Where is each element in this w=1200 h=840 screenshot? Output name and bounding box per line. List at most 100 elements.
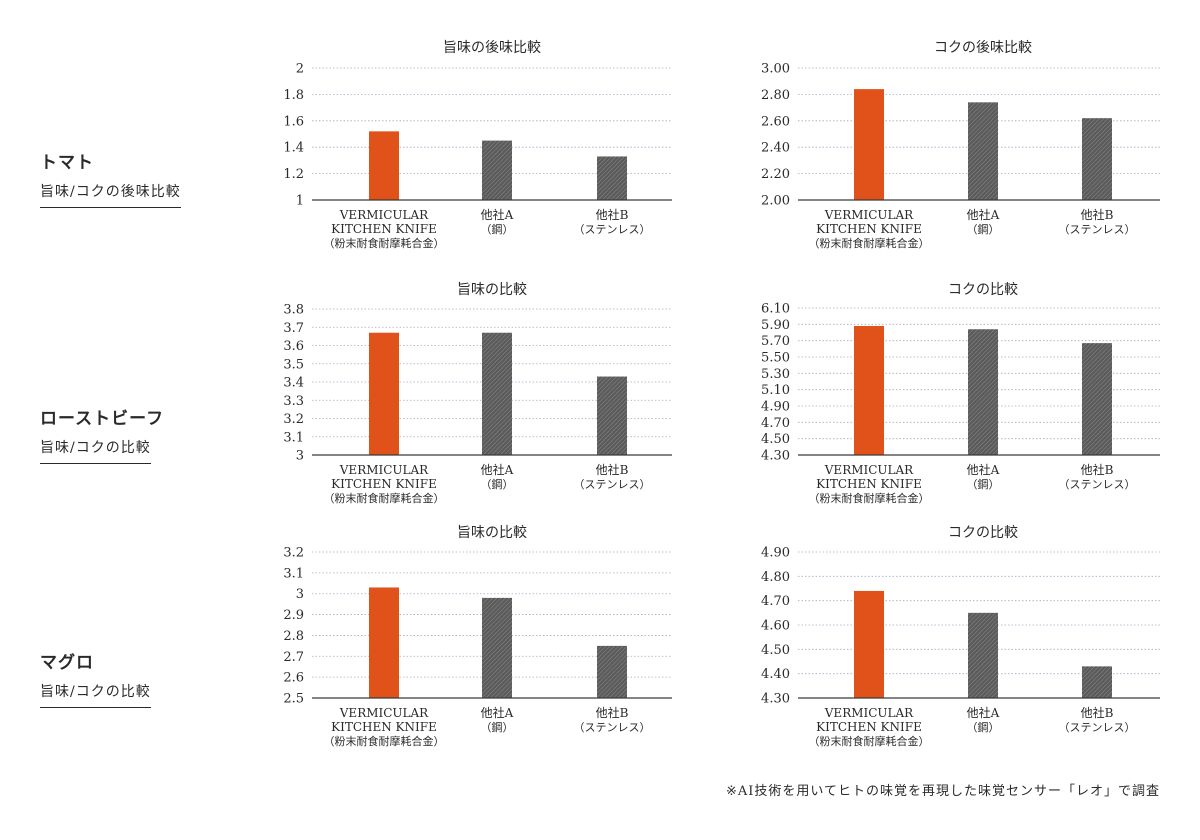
row-label-tomato: トマト 旨味/コクの後味比較 — [40, 148, 181, 208]
x-category-label: VERMICULAR — [339, 208, 429, 222]
bar-company-a — [482, 332, 512, 455]
y-tick-label: 3.00 — [761, 62, 790, 77]
footnote: ※AI技術を用いてヒトの味覚を再現した味覚センサー「レオ」で調査 — [725, 784, 1160, 799]
x-category-label: 他社B — [596, 705, 629, 720]
y-tick-label: 4.70 — [761, 594, 790, 609]
y-tick-label: 4.80 — [761, 570, 790, 585]
y-tick-label: 4.60 — [761, 619, 790, 634]
y-tick-label: 1.6 — [283, 114, 304, 129]
y-tick-label: 5.70 — [761, 334, 790, 349]
y-tick-label: 3.4 — [283, 376, 304, 391]
x-category-label: KITCHEN KNIFE — [331, 720, 437, 734]
x-category-label: （ステンレス） — [574, 223, 651, 236]
bar-company-b — [1082, 666, 1112, 698]
y-tick-label: 3.7 — [283, 321, 304, 336]
x-category-label: （粉末耐食耐摩耗合金） — [809, 236, 930, 250]
x-category-label: （鋼） — [967, 477, 1000, 491]
y-tick-label: 3.5 — [283, 357, 304, 372]
x-category-label: 他社A — [967, 705, 1000, 720]
x-category-label: VERMICULAR — [339, 706, 429, 720]
y-tick-label: 2.6 — [283, 671, 304, 686]
x-category-label: （ステンレス） — [574, 478, 651, 491]
row-subtitle: 旨味/コクの後味比較 — [40, 181, 181, 208]
y-tick-label: 2.40 — [761, 141, 790, 156]
bar-company-b — [597, 645, 627, 698]
bar-company-b — [1082, 118, 1112, 200]
y-tick-label: 4.70 — [761, 416, 790, 431]
bar-vermicular — [369, 131, 399, 200]
x-category-label: （ステンレス） — [574, 721, 651, 734]
y-tick-label: 4.50 — [761, 432, 790, 447]
x-category-label: 他社B — [596, 207, 629, 222]
x-category-label: VERMICULAR — [824, 208, 914, 222]
x-category-label: KITCHEN KNIFE — [331, 477, 437, 491]
y-tick-label: 4.30 — [761, 449, 790, 464]
x-category-label: KITCHEN KNIFE — [816, 477, 922, 491]
y-tick-label: 3.8 — [283, 303, 304, 318]
chart-title: 旨味の比較 — [457, 282, 527, 298]
bar-company-b — [597, 376, 627, 455]
bar-company-a — [482, 140, 512, 200]
row-subtitle: 旨味/コクの比較 — [40, 681, 151, 708]
y-tick-label: 2.20 — [761, 167, 790, 182]
x-category-label: （鋼） — [481, 720, 514, 734]
bar-company-a — [968, 329, 998, 455]
x-category-label: （鋼） — [967, 720, 1000, 734]
chart-title: コクの比較 — [948, 282, 1018, 298]
x-category-label: VERMICULAR — [824, 463, 914, 477]
x-category-label: VERMICULAR — [824, 706, 914, 720]
bar-vermicular — [854, 590, 884, 698]
row-subtitle: 旨味/コクの比較 — [40, 437, 151, 464]
y-tick-label: 3.1 — [283, 430, 304, 445]
y-tick-label: 2.80 — [761, 88, 790, 103]
x-category-label: （鋼） — [967, 222, 1000, 236]
y-tick-label: 2.7 — [283, 650, 304, 665]
y-tick-label: 5.50 — [761, 351, 790, 366]
y-tick-label: 2.5 — [283, 692, 304, 707]
bar-company-b — [1082, 343, 1112, 455]
y-tick-label: 3.1 — [283, 566, 304, 581]
x-category-label: 他社B — [1081, 207, 1114, 222]
chart-title: 旨味の後味比較 — [443, 40, 541, 56]
x-category-label: KITCHEN KNIFE — [331, 222, 437, 236]
y-tick-label: 4.90 — [761, 400, 790, 415]
y-tick-label: 3 — [296, 449, 304, 464]
y-tick-label: 4.30 — [761, 692, 790, 707]
row-title: ローストビーフ — [40, 409, 165, 429]
y-tick-label: 3.2 — [283, 546, 304, 561]
y-tick-label: 1.4 — [283, 141, 304, 156]
x-category-label: 他社B — [1081, 462, 1114, 477]
y-tick-label: 1 — [296, 194, 304, 209]
bar-company-a — [968, 102, 998, 200]
y-tick-label: 4.40 — [761, 667, 790, 682]
x-category-label: 他社A — [481, 462, 514, 477]
x-category-label: （粉末耐食耐摩耗合金） — [809, 491, 930, 505]
x-category-label: （ステンレス） — [1059, 223, 1136, 236]
x-category-label: 他社B — [1081, 705, 1114, 720]
bar-vermicular — [854, 89, 884, 200]
x-category-label: （鋼） — [481, 222, 514, 236]
x-category-label: KITCHEN KNIFE — [816, 720, 922, 734]
y-tick-label: 3 — [296, 587, 304, 602]
bar-vermicular — [854, 325, 884, 455]
y-tick-label: 2.60 — [761, 114, 790, 129]
y-tick-label: 5.10 — [761, 383, 790, 398]
x-category-label: （粉末耐食耐摩耗合金） — [324, 491, 445, 505]
y-tick-label: 5.30 — [761, 367, 790, 382]
chart-title: コクの比較 — [948, 525, 1018, 541]
x-category-label: （粉末耐食耐摩耗合金） — [324, 734, 445, 748]
chart-title: 旨味の比較 — [457, 525, 527, 541]
x-category-label: （ステンレス） — [1059, 721, 1136, 734]
y-tick-label: 3.2 — [283, 412, 304, 427]
y-tick-label: 1.8 — [283, 88, 304, 103]
y-tick-label: 2.8 — [283, 629, 304, 644]
chart-title: コクの後味比較 — [934, 40, 1032, 56]
x-category-label: KITCHEN KNIFE — [816, 222, 922, 236]
y-tick-label: 2.9 — [283, 608, 304, 623]
bar-vermicular — [369, 332, 399, 455]
